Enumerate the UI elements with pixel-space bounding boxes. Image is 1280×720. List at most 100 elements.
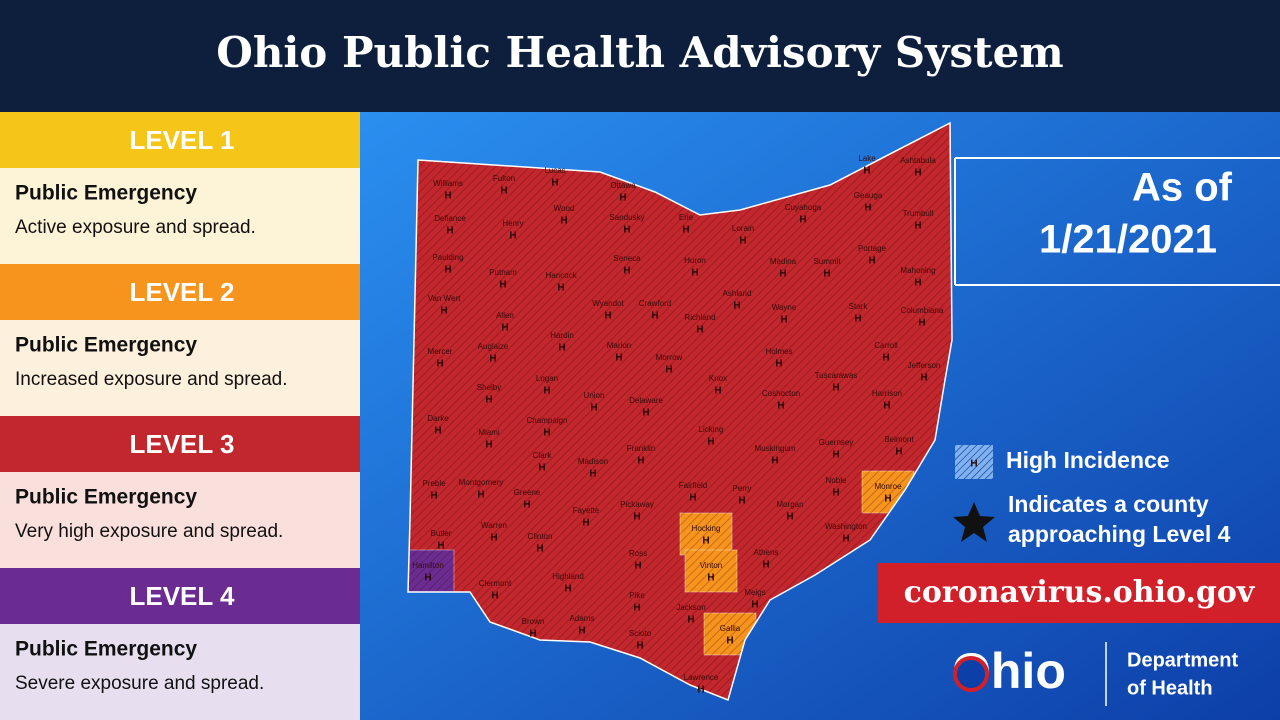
- county-name: Geauga: [854, 191, 883, 200]
- level-header: [0, 568, 360, 624]
- legend-label: High Incidence: [1006, 447, 1170, 473]
- county-name: Perry: [732, 484, 751, 493]
- incidence-marker: H: [895, 447, 902, 458]
- county-name: Meigs: [744, 588, 765, 597]
- incidence-marker: H: [633, 512, 640, 523]
- incidence-marker: H: [920, 373, 927, 384]
- county-name: Paulding: [432, 253, 463, 262]
- incidence-marker: H: [489, 354, 496, 365]
- county-name: Guernsey: [819, 438, 854, 447]
- county-name: Summit: [813, 257, 841, 266]
- incidence-marker: H: [485, 395, 492, 406]
- incidence-marker: H: [558, 343, 565, 354]
- county-name: Mahoning: [900, 266, 935, 275]
- incidence-marker: H: [446, 226, 453, 237]
- county-name: Ottawa: [610, 181, 636, 190]
- county-name: Henry: [502, 219, 523, 228]
- incidence-marker: H: [543, 386, 550, 397]
- county-name: Union: [584, 391, 605, 400]
- level-panel: LEVEL 1 Public Emergency Active exposure a…: [0, 112, 360, 720]
- incidence-marker: H: [687, 615, 694, 626]
- incidence-marker: H: [637, 456, 644, 467]
- state-outline: [407, 121, 953, 702]
- county-name: Pike: [629, 591, 645, 600]
- incidence-marker: H: [430, 491, 437, 502]
- county-name: Fairfield: [679, 481, 707, 490]
- county-name: Greene: [514, 488, 541, 497]
- county-name: Delaware: [629, 396, 663, 405]
- county-name: Erie: [679, 213, 694, 222]
- county-name: Brown: [522, 617, 545, 626]
- level-header: [0, 112, 360, 168]
- county-name: Belmont: [884, 435, 914, 444]
- incidence-marker: H: [697, 685, 704, 696]
- incidence-marker: H: [557, 283, 564, 294]
- level-header: [0, 264, 360, 320]
- incidence-marker: H: [842, 534, 849, 545]
- county-name: Muskingum: [755, 444, 796, 453]
- county-name: Monroe: [874, 482, 902, 491]
- county-name: Scioto: [629, 629, 652, 638]
- incidence-marker: H: [868, 256, 875, 267]
- incidence-marker: H: [523, 500, 530, 511]
- county-name: Vinton: [700, 561, 723, 570]
- level-label: LEVEL 4: [129, 581, 235, 611]
- county-name: Huron: [684, 256, 706, 265]
- incidence-marker: H: [914, 168, 921, 179]
- url[interactable]: coronavirus.ohio.gov: [904, 575, 1256, 610]
- incidence-marker: H: [424, 573, 431, 584]
- incidence-marker: H: [615, 353, 622, 364]
- level-title: Public Emergency: [15, 334, 197, 357]
- county-name: Lorain: [732, 224, 754, 233]
- incidence-marker: H: [702, 536, 709, 547]
- county-name: Hardin: [550, 331, 574, 340]
- incidence-marker: H: [500, 186, 507, 197]
- county-name: Clark: [533, 451, 553, 460]
- county-name: Williams: [433, 179, 463, 188]
- county-name: Seneca: [613, 254, 641, 263]
- incidence-marker: H: [665, 365, 672, 376]
- county-name: Sandusky: [609, 213, 644, 222]
- county-name: Logan: [536, 374, 558, 383]
- incidence-marker: H: [707, 437, 714, 448]
- county-name: Butler: [431, 529, 452, 538]
- incidence-marker: H: [780, 315, 787, 326]
- county-name: Shelby: [477, 383, 501, 392]
- county-name: Lucas: [544, 166, 565, 175]
- incidence-marker: H: [560, 216, 567, 227]
- county-name: Carroll: [874, 341, 898, 350]
- incidence-marker: H: [564, 584, 571, 595]
- incidence-marker: H: [883, 401, 890, 412]
- incidence-marker: H: [777, 401, 784, 412]
- county-name: Tuscarawas: [815, 371, 858, 380]
- county-name: Lake: [858, 154, 876, 163]
- incidence-marker: H: [434, 426, 441, 437]
- county-name: Wood: [554, 204, 575, 213]
- incidence-marker: H: [779, 269, 786, 280]
- county-name: Van Wert: [428, 294, 461, 303]
- logo-department: Department: [1127, 649, 1238, 671]
- county-name: Marion: [607, 341, 631, 350]
- incidence-marker: H: [863, 166, 870, 177]
- incidence-marker: H: [499, 280, 506, 291]
- county-name: Adams: [570, 614, 595, 623]
- level-description: Increased exposure and spread.: [15, 369, 288, 390]
- level-label: LEVEL 1: [129, 125, 234, 155]
- incidence-marker: H: [440, 306, 447, 317]
- county-name: Montgomery: [459, 478, 503, 487]
- incidence-marker: H: [490, 533, 497, 544]
- county-name: Licking: [699, 425, 724, 434]
- county-name: Darke: [427, 414, 449, 423]
- incidence-marker: H: [590, 403, 597, 414]
- incidence-marker: H: [436, 359, 443, 370]
- url-box: [878, 563, 1280, 623]
- incidence-marker: H: [623, 225, 630, 236]
- county-name: Columbiana: [901, 306, 944, 315]
- incidence-marker: H: [854, 314, 861, 325]
- as-of-label: As of: [1132, 166, 1233, 210]
- county-name: Allen: [496, 311, 514, 320]
- incidence-marker: H: [799, 215, 806, 226]
- level-title: Public Emergency: [15, 182, 197, 205]
- incidence-marker: H: [832, 383, 839, 394]
- county-name: Hancock: [545, 271, 577, 280]
